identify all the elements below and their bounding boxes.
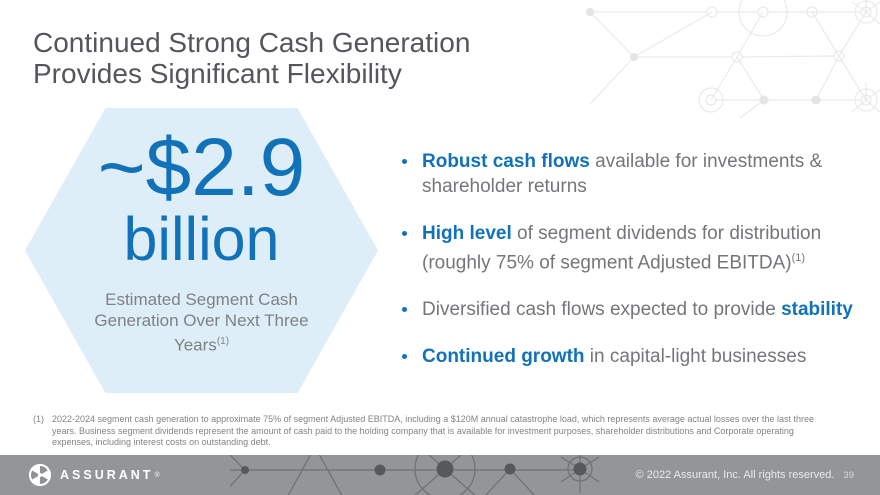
footer-brand: ASSURANT ® [28, 455, 160, 495]
cash-unit: billion [123, 205, 280, 273]
bullet-item: Diversified cash flows expected to provi… [400, 297, 868, 322]
bullet-text: Diversified cash flows expected to provi… [422, 299, 782, 321]
bullet-text: of segment dividends for distribution (r… [422, 223, 822, 274]
copyright-text: © 2022 Assurant, Inc. All rights reserve… [635, 469, 835, 481]
footer-bar: ASSURANT ® © 2022 Assurant, Inc. All rig… [0, 455, 880, 495]
network-pattern-icon [586, 0, 880, 118]
cash-caption-footnote-marker: (1) [216, 336, 230, 347]
bullet-dot-icon [402, 231, 407, 236]
bullet-item: High level of segment dividends for dist… [400, 221, 868, 275]
assurant-logo-icon [28, 463, 52, 487]
bullet-item: Robust cash flows available for investme… [400, 149, 868, 199]
bullet-dot-icon [402, 354, 407, 360]
registered-mark: ® [154, 471, 160, 479]
bullet-dot-icon [402, 307, 407, 313]
cash-caption-text: Estimated Segment Cash Generation Over N… [94, 290, 309, 355]
cash-amount: ~$2.9 [97, 122, 306, 213]
footnote-marker: (1) [33, 414, 44, 424]
network-pattern-icon [230, 455, 600, 495]
bullet-list: Robust cash flows available for investme… [400, 149, 868, 391]
slide-title-line2: Provides Significant Flexibility [33, 58, 402, 89]
hexagon-callout: ~$2.9 billion Estimated Segment Cash Gen… [25, 108, 378, 393]
slide-title: Continued Strong Cash Generation Provide… [33, 27, 470, 89]
bullet-highlight: Robust cash flows [422, 151, 590, 172]
bullet-dot-icon [402, 159, 407, 164]
page-number: 39 [843, 469, 854, 481]
cash-caption: Estimated Segment Cash Generation Over N… [89, 289, 314, 356]
bullet-highlight: stability [781, 299, 853, 321]
bullet-item: Continued growth in capital-light busine… [400, 344, 868, 369]
bullet-text: (1) [791, 252, 806, 264]
bullet-text: available for investments & shareholder … [422, 151, 823, 197]
footer-right: © 2022 Assurant, Inc. All rights reserve… [636, 455, 854, 495]
bullet-highlight: High level [422, 223, 512, 244]
bullet-highlight: Continued growth [422, 346, 585, 368]
brand-name: ASSURANT [60, 468, 154, 482]
slide-title-line1: Continued Strong Cash Generation [33, 27, 471, 58]
footnote: (1) 2022-2024 segment cash generation to… [33, 414, 834, 449]
footnote-text: 2022-2024 segment cash generation to app… [52, 414, 814, 447]
bullet-text: in capital-light businesses [584, 346, 807, 368]
